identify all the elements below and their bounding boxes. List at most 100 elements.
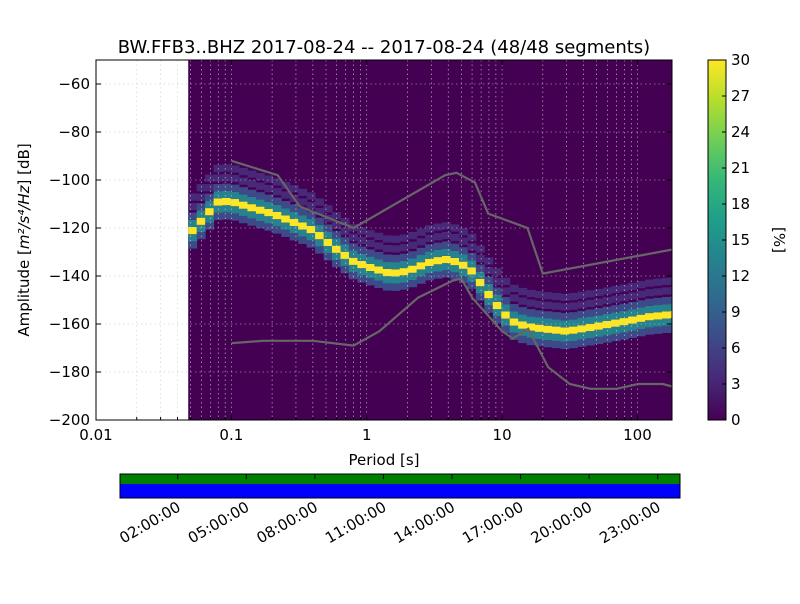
heatmap-cell [458,268,468,277]
colorbar-tick-label: 15 [731,231,750,249]
heatmap-cell [247,180,257,188]
heatmap-cell [450,224,460,232]
heatmap-cell [238,187,248,195]
heatmap-cell [467,243,477,251]
heatmap-cell [238,215,248,224]
heatmap-cell [205,174,215,182]
heatmap-cell [568,319,578,327]
heatmap-cell [255,206,265,214]
heatmap-cell [458,276,468,284]
colorbar-tick-label: 9 [731,303,741,321]
heatmap-cell [323,224,333,232]
heatmap-cell [196,217,206,225]
colorbar: 0 3 6 9 12 15 18 21 24 27 30 [%] [707,51,788,429]
heatmap-cell [205,222,215,230]
heatmap-cell [560,334,570,342]
heatmap-cell [289,185,299,193]
heatmap-cell [230,199,240,207]
heatmap-cell [340,237,350,245]
heatmap-cell [568,333,578,341]
x-axis-label: Period [s] [348,451,419,469]
heatmap-cell [585,309,595,317]
heatmap-cell [272,187,282,196]
heatmap-cell [551,312,561,320]
heatmap-cell [645,327,655,335]
heatmap-cell [602,297,612,305]
heatmap-cell [518,287,528,296]
colorbar-tick-label: 3 [731,375,741,393]
heatmap-cell [577,325,587,333]
heatmap-cell [255,182,265,190]
heatmap-cell [298,215,308,223]
heatmap-cell [289,233,299,241]
heatmap-cell [526,337,536,346]
heatmap-cell [382,254,392,262]
heatmap-cell [543,311,553,319]
heatmap-cell [247,196,257,205]
heatmap-cell [408,241,418,249]
heatmap-cell [585,316,595,324]
heatmap-cell [450,250,460,258]
heatmap-cell [416,269,426,277]
heatmap-cell [475,254,485,263]
heatmap-cell [399,234,409,242]
heatmap-cell [391,235,401,243]
colorbar-tick-label: 21 [731,159,750,177]
heatmap-cell [594,298,604,306]
heatmap-cell [661,304,671,312]
heatmap-cell [323,238,333,247]
heatmap-cell [382,235,392,243]
heatmap-cell [315,239,325,247]
heatmap-cell [501,297,511,305]
coverage-data-available [120,474,680,484]
heatmap-cell [222,174,232,182]
heatmap-cell [264,223,274,231]
heatmap-cell [230,184,240,192]
heatmap-cell [568,312,578,320]
heatmap-cell [425,273,435,281]
heatmap-cell [611,333,621,342]
heatmap-cell [408,251,418,259]
heatmap-cell [661,287,671,295]
heatmap-cell [196,203,206,211]
heatmap-cell [492,294,502,302]
colorbar-tick-label: 24 [731,123,750,141]
heatmap-cell [332,238,341,246]
heatmap-cell [416,228,426,236]
heatmap-cell [535,291,545,299]
y-tick-label: −180 [49,363,90,381]
heatmap-cell [636,290,646,298]
heatmap-cell [222,212,232,220]
heatmap-cell [475,278,485,287]
heatmap-cell [653,288,663,296]
heatmap-cell [315,224,325,233]
heatmap-cell [645,289,655,297]
heatmap-cell [602,321,612,329]
heatmap-cell [602,306,612,314]
heatmap-cell [374,251,384,260]
heatmap-cell [526,309,536,317]
heatmap-cell [509,284,519,293]
heatmap-cell [281,191,291,199]
heatmap-cell [340,251,350,259]
heatmap-cell [222,198,232,206]
heatmap-cell [272,197,282,205]
heatmap-cell [365,249,375,257]
colorbar-tick-label: 6 [731,339,741,357]
heatmap-cell [298,198,308,206]
heatmap-cell [492,277,502,286]
coverage-data-used [120,484,680,498]
heatmap-cell [205,208,215,216]
y-axis-label: Amplitude [m²/s⁴/Hz] [dB] [15,143,33,336]
colorbar-tick-label: 12 [731,267,750,285]
heatmap-cell [323,253,333,261]
heatmap-cell [264,184,274,193]
y-tick-label: −80 [58,123,90,141]
heatmap-cell [425,258,435,266]
heatmap-cell [619,303,629,311]
heatmap-cell [188,226,198,235]
colorbar-ticks: 0 3 6 9 12 15 18 21 24 27 30 [722,51,750,429]
heatmap-cell [416,276,426,284]
heatmap-cell [628,330,638,338]
